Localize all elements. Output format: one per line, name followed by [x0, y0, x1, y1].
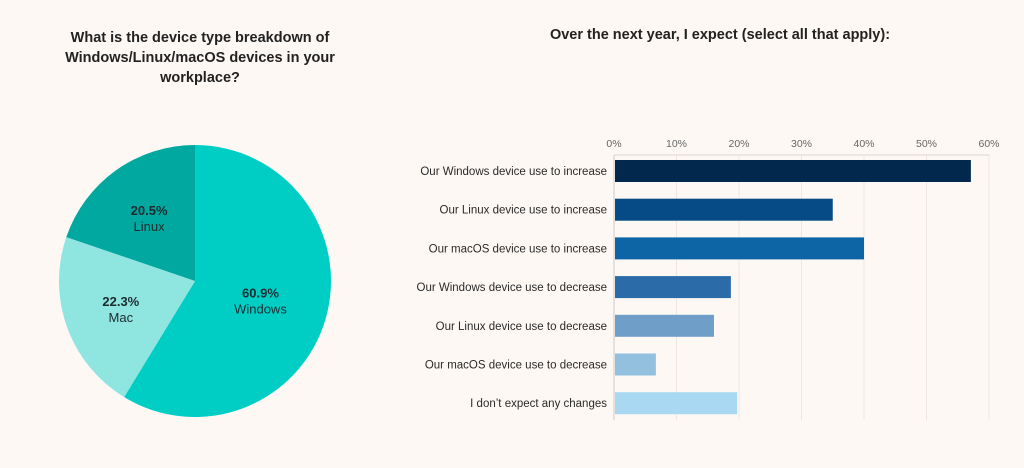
bar [615, 314, 714, 337]
pie-slice-mac [58, 237, 195, 398]
x-tick-label: 50% [916, 138, 937, 150]
bar [615, 276, 731, 299]
x-tick-label: 30% [791, 138, 812, 150]
x-tick-label: 0% [606, 138, 621, 150]
bar-chart: 0% 10% 20% 30% 40% 50% 60% Our Windows device u… [417, 138, 1000, 420]
pie-label-value-linux: 20.5% [131, 203, 168, 218]
y-category-label: Our Linux device use to increase [440, 205, 607, 217]
bar [615, 160, 971, 182]
pie-label-value-windows: 60.9% [242, 285, 279, 300]
pie-slice-windows [124, 145, 332, 417]
bar [615, 237, 864, 260]
bar [615, 353, 656, 376]
pie-label-name-mac: Mac [109, 310, 134, 325]
pie-label-name-linux: Linux [134, 219, 166, 234]
pie-label-name-windows: Windows [234, 301, 287, 316]
pie-chart: 60.9%Windows 22.3%Mac 20.5%Linux [58, 145, 332, 417]
x-tick-label: 40% [853, 138, 874, 150]
x-tick-label: 60% [978, 138, 999, 150]
y-category-label: Our Windows device use to increase [420, 166, 607, 178]
y-category-label: Our macOS device use to decrease [425, 360, 607, 372]
pie-slice-linux [66, 145, 195, 281]
y-category-label: Our macOS device use to increase [429, 243, 607, 255]
bar [615, 392, 738, 415]
pie-chart-title: What is the device type breakdown of Win… [65, 30, 335, 86]
bar-chart-title: Over the next year, I expect (select all… [549, 27, 891, 43]
pie-label-value-mac: 22.3% [102, 294, 139, 309]
y-category-label: I don’t expect any changes [470, 398, 607, 410]
y-category-label: Our Windows device use to decrease [417, 282, 607, 294]
x-tick-label: 20% [728, 138, 749, 150]
y-category-label: Our Linux device use to decrease [436, 321, 607, 333]
bar [615, 198, 833, 221]
x-tick-label: 10% [666, 138, 687, 150]
